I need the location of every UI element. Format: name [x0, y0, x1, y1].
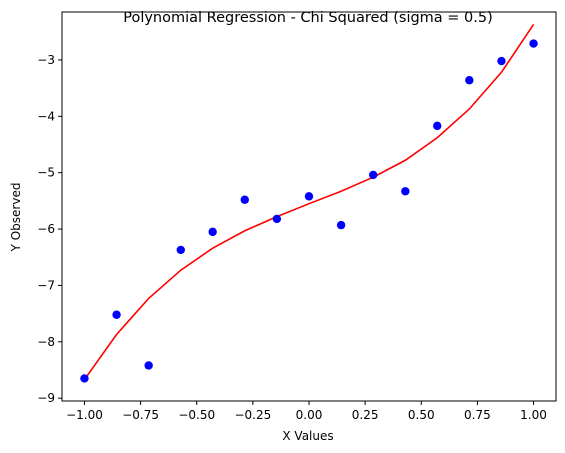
- data-point: [497, 56, 506, 66]
- x-axis-label: X Values: [282, 429, 333, 443]
- y-tick-label: −5: [37, 166, 55, 180]
- y-tick-label: −3: [37, 53, 55, 67]
- x-tick-label: −0.50: [178, 408, 215, 422]
- y-axis-label: Y Observed: [9, 183, 23, 253]
- x-tick-label: 0.00: [296, 408, 323, 422]
- data-point: [433, 121, 442, 131]
- y-tick-label: −4: [37, 109, 55, 123]
- x-tick-label: −0.75: [122, 408, 159, 422]
- data-point: [529, 39, 538, 48]
- data-point: [80, 374, 89, 383]
- x-tick-label: 0.50: [408, 408, 435, 422]
- y-tick-label: −7: [37, 278, 55, 292]
- x-tick-label: 0.25: [352, 408, 379, 422]
- data-point: [240, 195, 249, 204]
- fit-line: [83, 23, 535, 381]
- data-point: [336, 220, 346, 230]
- y-axis: −9 −8 −7 −6 −5 −4 −3: [37, 53, 62, 405]
- x-tick-label: −1.00: [66, 408, 103, 422]
- data-point: [272, 214, 282, 224]
- data-point: [465, 76, 474, 85]
- x-tick-label: 0.75: [464, 408, 491, 422]
- data-point: [208, 227, 217, 237]
- x-axis: −1.00 −0.75 −0.50 −0.25 0.00 0.25 0.50 0.75 1.00: [66, 401, 547, 422]
- y-tick-label: −8: [37, 335, 55, 349]
- data-point: [144, 361, 153, 370]
- x-tick-label: 1.00: [520, 408, 547, 422]
- data-point: [304, 192, 314, 201]
- x-tick-label: −0.25: [234, 408, 271, 422]
- chart-title: Polynomial Regression - Chi Squared (sig…: [123, 10, 493, 26]
- data-point: [369, 170, 378, 180]
- y-tick-label: −6: [37, 222, 55, 236]
- data-point: [401, 187, 410, 196]
- plot-marks: [80, 23, 538, 383]
- y-tick-label: −9: [37, 391, 55, 405]
- data-point: [112, 310, 121, 319]
- data-point: [176, 245, 185, 255]
